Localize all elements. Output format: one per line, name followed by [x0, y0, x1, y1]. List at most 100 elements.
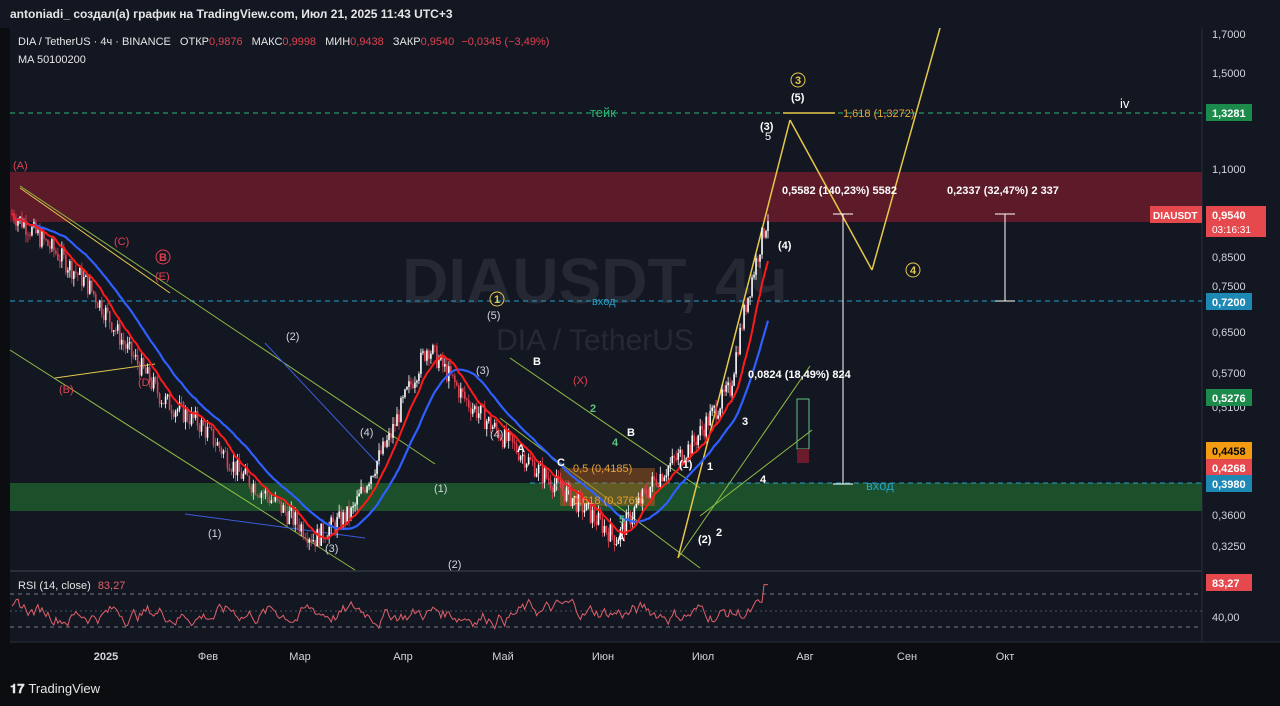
candle-body	[489, 417, 492, 430]
candle-body	[124, 344, 127, 349]
legend-symbol: DIA / TetherUS · 4ч · BINANCE	[18, 36, 171, 48]
candle-body	[725, 385, 727, 392]
candle-body	[182, 402, 185, 423]
price-axis[interactable]: 1,7000 1,5000 1,1000 0,8500 0,7500 0,650…	[1150, 29, 1266, 624]
candle-body	[469, 407, 472, 414]
candle-body	[27, 234, 29, 236]
candle-body	[414, 382, 416, 388]
candle-body	[204, 425, 207, 438]
price-label-entry-low: 0,3980	[1212, 479, 1246, 491]
label-fib-0618: 0,618 (0,3769)	[573, 495, 645, 507]
price-label-countdown: 03:16:31	[1212, 225, 1251, 236]
candle-body	[625, 512, 628, 535]
candle-body	[17, 220, 19, 226]
candle-body	[402, 397, 404, 399]
candle-body	[593, 510, 596, 522]
candle-body	[214, 445, 217, 446]
candle-body	[761, 228, 763, 255]
candle-body	[274, 496, 277, 502]
wave-r-d: (D)	[138, 377, 153, 389]
symbol-tag: DIAUSDT	[1153, 211, 1197, 222]
footer-bar: 𝟏𝟕 TradingView	[0, 670, 1280, 706]
wave-w-2b: (2)	[286, 331, 299, 343]
candle-body	[601, 518, 604, 533]
candle-body	[73, 271, 75, 279]
candle-body	[136, 354, 139, 365]
candle-body	[605, 526, 608, 532]
tv-brand: TradingView	[28, 681, 101, 696]
label-take: тейк	[590, 105, 616, 120]
candle-body	[262, 492, 265, 494]
candle-body	[617, 540, 620, 545]
candle-body	[442, 355, 444, 367]
legend-ma: MA 50100200	[18, 54, 86, 66]
candle-body	[264, 490, 267, 494]
candle-body	[96, 302, 99, 308]
candle-body	[216, 442, 219, 446]
candle-body	[246, 468, 249, 476]
chart-area[interactable]: DIAUSDT, 4ч DIA / TetherUS	[0, 27, 1280, 670]
candle-body	[396, 414, 398, 427]
legend-h-label: МАКС	[252, 36, 283, 48]
candle-body	[348, 506, 350, 519]
candle-body	[517, 452, 520, 460]
tradingview-logo[interactable]: 𝟏𝟕 TradingView	[10, 681, 100, 697]
candle-body	[575, 495, 578, 512]
measure-tools	[796, 213, 1015, 485]
candle-body	[90, 280, 93, 291]
candle-body	[57, 253, 59, 261]
candle-body	[294, 512, 297, 525]
time-axis[interactable]: 2025 Фев Мар Апр Май Июн Июл Авг Сен Окт	[94, 651, 1015, 663]
candle-body	[88, 280, 91, 294]
candle-body	[687, 444, 690, 459]
candle-body	[292, 507, 295, 525]
candle-body	[543, 468, 546, 483]
candle-body	[200, 420, 203, 432]
candle-body	[408, 381, 410, 388]
candle-body	[148, 367, 151, 383]
candle-body	[398, 414, 400, 423]
candle-body	[276, 496, 279, 500]
candle-body	[55, 250, 57, 254]
candle-body	[446, 364, 448, 382]
candle-body	[555, 475, 558, 484]
label-fib-1618: 1,618 (1,3272)	[843, 108, 915, 120]
candle-body	[15, 220, 17, 226]
candle-body	[418, 373, 420, 381]
legend-o: 0,9876	[209, 36, 243, 48]
chart-legend: DIA / TetherUS · 4ч · BINANCE ОТКР0,9876…	[18, 36, 549, 66]
candle-body	[529, 457, 532, 460]
candle-body	[286, 511, 289, 524]
candle-body	[266, 490, 269, 497]
candle-body	[643, 489, 646, 491]
candle-body	[703, 429, 705, 437]
candle-body	[681, 449, 684, 463]
candle-body	[332, 517, 334, 522]
candle-body	[194, 411, 197, 418]
candle-body	[282, 505, 285, 513]
candle-body	[479, 405, 482, 414]
candle-body	[464, 391, 466, 399]
candle-body	[471, 409, 474, 414]
ma-50-line	[11, 212, 769, 540]
candle-body	[438, 359, 440, 368]
candle-body	[314, 539, 316, 547]
candle-body	[583, 510, 586, 513]
candle-body	[563, 490, 566, 501]
candle-body	[238, 460, 241, 472]
candle-body	[342, 512, 344, 527]
candle-body	[460, 388, 462, 398]
candle-body	[663, 477, 666, 482]
wave-w-1d: 1	[707, 461, 713, 473]
candle-body	[717, 415, 719, 419]
candle-body	[98, 300, 101, 308]
wave-w-2d: 2	[716, 527, 722, 539]
price-chart-svg[interactable]: DIAUSDT, 4ч DIA / TetherUS	[0, 27, 1280, 670]
price-tick: 1,5000	[1212, 68, 1246, 80]
wave-r-c: (C)	[114, 236, 129, 248]
candle-body	[106, 307, 109, 312]
candle-body	[202, 420, 205, 426]
candle-body	[661, 474, 664, 482]
wave-w-3a: (3)	[325, 543, 338, 555]
candle-body	[394, 423, 396, 427]
